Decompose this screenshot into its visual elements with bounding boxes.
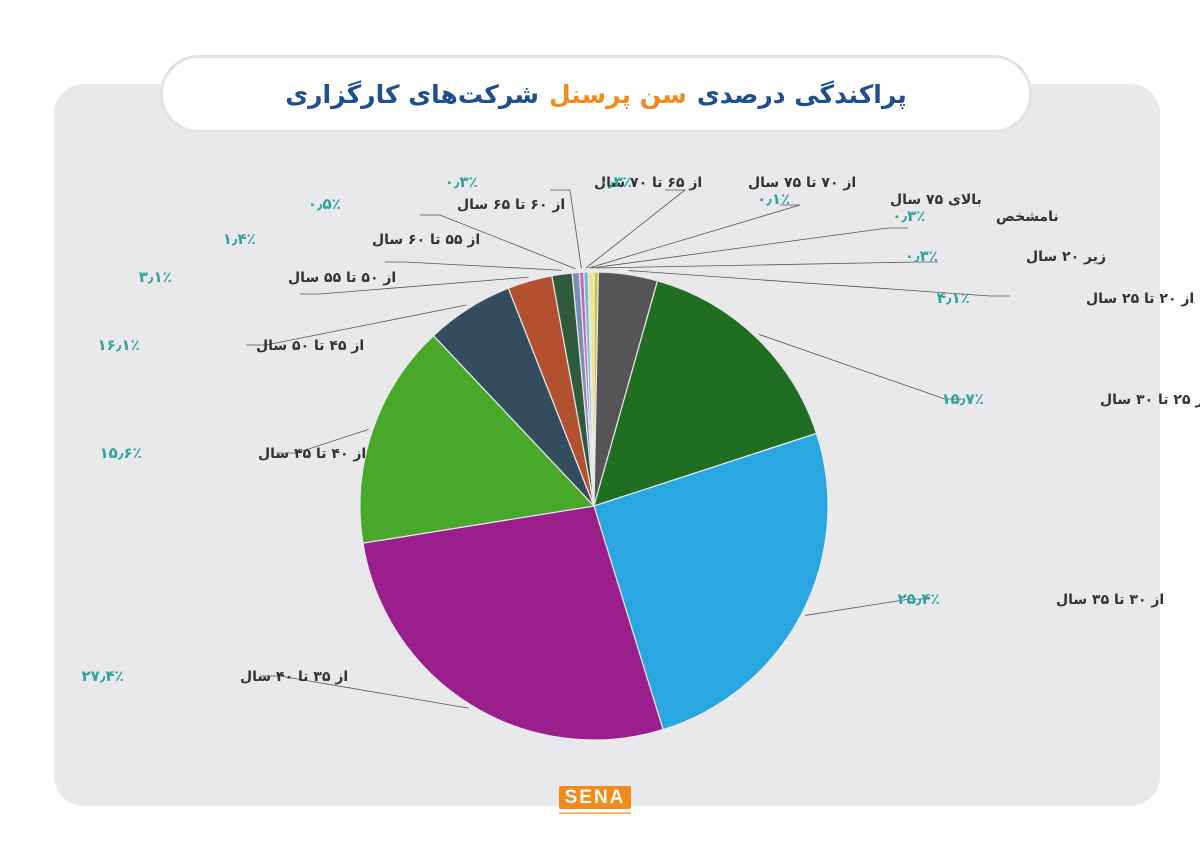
leader-line xyxy=(260,675,469,709)
slice-label: از ۲۵ تا ۳۰ سال xyxy=(1100,392,1200,408)
slice-percent: ۰٫۳٪ xyxy=(445,173,478,191)
slice-label-group: از ۲۰ تا ۲۵ سال ۴٫۱٪ xyxy=(937,289,1195,307)
slice-percent: ۰٫۳٪ xyxy=(599,173,632,191)
logo-text: SENA xyxy=(558,786,632,809)
slice-label: از ۴۰ تا ۴۵ سال xyxy=(258,446,366,462)
slice-label: نامشخص xyxy=(996,209,1059,225)
slice-label: زیر ۲۰ سال xyxy=(1026,249,1106,265)
pie-slice xyxy=(362,505,664,741)
slice-percent: ۱٫۴٪ xyxy=(223,230,256,248)
slice-label: از ۴۵ تا ۵۰ سال xyxy=(256,338,364,354)
title-banner: پراکندگی درصدی سن پرسنل شرکت‌های کارگزار… xyxy=(160,55,1032,133)
slice-label-group: از ۳۵ تا ۴۰ سال ۲۷٫۴٪ xyxy=(82,667,349,685)
slice-percent: ۰٫۳٪ xyxy=(892,207,925,225)
slice-percent: ۱۶٫۱٪ xyxy=(98,336,140,354)
leader-line xyxy=(246,304,467,346)
leader-line xyxy=(420,214,576,270)
leader-line xyxy=(550,189,582,269)
slice-label-group: از ۳۰ تا ۳۵ سال ۲۵٫۴٪ xyxy=(898,590,1165,608)
slice-percent: ۲۷٫۴٪ xyxy=(82,667,124,685)
pie-slice xyxy=(593,280,818,507)
logo-underline xyxy=(559,812,631,814)
slice-label-group: از ۷۰ تا ۷۵ سال ۰٫۳٪ xyxy=(599,173,857,191)
slice-label-group: نامشخص ۰٫۳٪ xyxy=(892,207,1058,225)
pie-slice xyxy=(359,334,596,544)
slice-label: از ۲۰ تا ۲۵ سال xyxy=(1086,291,1194,307)
slice-label-group: بالای ۷۵ سال ۰٫۱٪ xyxy=(757,190,982,208)
slice-label: از ۵۵ تا ۶۰ سال xyxy=(372,232,480,248)
title-part-3: شرکت‌های کارگزاری xyxy=(285,79,539,109)
slice-percent: ۰٫۱٪ xyxy=(757,190,790,208)
slice-label-group: از ۲۵ تا ۳۰ سال ۱۵٫۷٪ xyxy=(942,390,1200,408)
slice-label: از ۶۵ تا ۷۰ سال xyxy=(594,175,702,191)
leader-line xyxy=(588,204,801,269)
slice-label-group: از ۶۰ تا ۶۵ سال ۰٫۵٪ xyxy=(308,195,566,213)
slice-percent: ۲۵٫۴٪ xyxy=(898,590,940,608)
leader-line xyxy=(596,261,938,269)
slice-label: از ۶۰ تا ۶۵ سال xyxy=(457,197,565,213)
slice-label: بالای ۷۵ سال xyxy=(890,192,982,208)
slice-label: از ۷۰ تا ۷۵ سال xyxy=(748,175,856,191)
leader-line xyxy=(385,261,562,271)
slice-percent: ۱۵٫۷٪ xyxy=(942,390,984,408)
slice-label-group: زیر ۲۰ سال ۰٫۳٪ xyxy=(905,247,1106,265)
leader-line xyxy=(300,276,529,295)
slice-label: از ۳۵ تا ۴۰ سال xyxy=(240,669,348,685)
slice-percent: ۱۵٫۶٪ xyxy=(100,444,142,462)
title-part-1: پراکندگی درصدی xyxy=(696,79,907,109)
pie-slice xyxy=(589,271,595,507)
leader-line xyxy=(276,428,369,454)
slice-label-group: از ۵۰ تا ۵۵ سال ۳٫۱٪ xyxy=(139,268,397,286)
leader-line xyxy=(805,598,930,616)
slice-label: از ۳۰ تا ۳۵ سال xyxy=(1056,592,1164,608)
slice-label-group: از ۵۵ تا ۶۰ سال ۱٫۴٪ xyxy=(223,230,481,248)
leader-line xyxy=(591,227,908,269)
leader-line xyxy=(628,270,1010,297)
slice-percent: ۰٫۵٪ xyxy=(308,195,341,213)
slice-percent: ۴٫۱٪ xyxy=(937,289,970,307)
slice-label: از ۵۰ تا ۵۵ سال xyxy=(288,270,396,286)
slice-percent: ۳٫۱٪ xyxy=(139,268,172,286)
leader-line xyxy=(585,189,687,269)
leader-line xyxy=(758,333,965,400)
slice-label-group: از ۴۵ تا ۵۰ سال ۱۶٫۱٪ xyxy=(98,336,365,354)
slice-label-group: از ۴۰ تا ۴۵ سال ۱۵٫۶٪ xyxy=(100,444,367,462)
title-part-2: سن پرسنل xyxy=(548,79,687,109)
slice-percent: ۰٫۳٪ xyxy=(905,247,938,265)
pie-slice xyxy=(593,432,829,731)
sena-logo: SENA xyxy=(553,786,637,820)
